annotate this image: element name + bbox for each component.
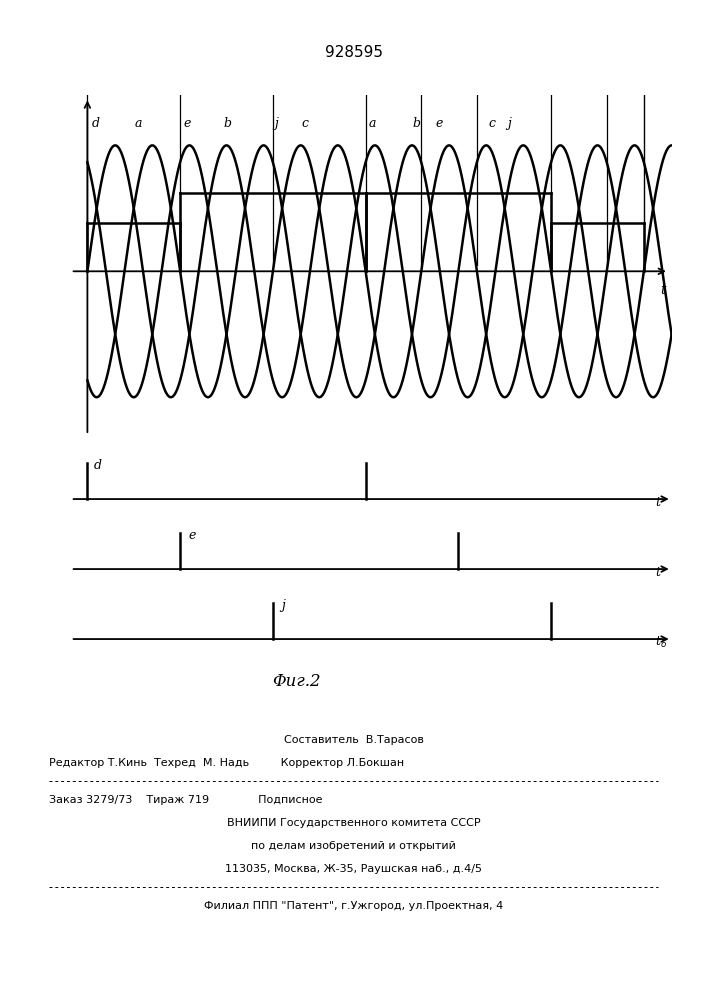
Text: e: e (189, 529, 196, 542)
Text: Составитель  В.Тарасов: Составитель В.Тарасов (284, 735, 423, 745)
Text: Заказ 3279/73    Тираж 719              Подписное: Заказ 3279/73 Тираж 719 Подписное (49, 795, 323, 805)
Text: t: t (655, 566, 660, 579)
Text: Филиал ППП "Патент", г.Ужгород, ул.Проектная, 4: Филиал ППП "Патент", г.Ужгород, ул.Проек… (204, 901, 503, 911)
Text: j: j (281, 599, 285, 612)
Text: a: a (368, 117, 376, 130)
Text: ВНИИПИ Государственного комитета СССР: ВНИИПИ Государственного комитета СССР (227, 818, 480, 828)
Text: t$_o$: t$_o$ (655, 635, 667, 650)
Text: b: b (223, 117, 232, 130)
Text: t: t (655, 496, 660, 509)
Text: b: b (413, 117, 421, 130)
Text: t: t (660, 283, 666, 297)
Text: d: d (94, 459, 102, 472)
Text: d: d (92, 117, 100, 130)
Text: c: c (302, 117, 309, 130)
Text: 928595: 928595 (325, 45, 382, 60)
Text: a: a (135, 117, 142, 130)
Text: e: e (183, 117, 190, 130)
Text: e: e (436, 117, 443, 130)
Text: по делам изобретений и открытий: по делам изобретений и открытий (251, 841, 456, 851)
Text: j: j (508, 117, 511, 130)
Text: c: c (488, 117, 495, 130)
Text: Редактор Т.Кинь  Техред  М. Надь         Корректор Л.Бокшан: Редактор Т.Кинь Техред М. Надь Корректор… (49, 758, 404, 768)
Text: 113035, Москва, Ж-35, Раушская наб., д.4/5: 113035, Москва, Ж-35, Раушская наб., д.4… (225, 864, 482, 874)
Text: j: j (274, 117, 278, 130)
Text: Φиг.2: Φиг.2 (273, 673, 321, 690)
